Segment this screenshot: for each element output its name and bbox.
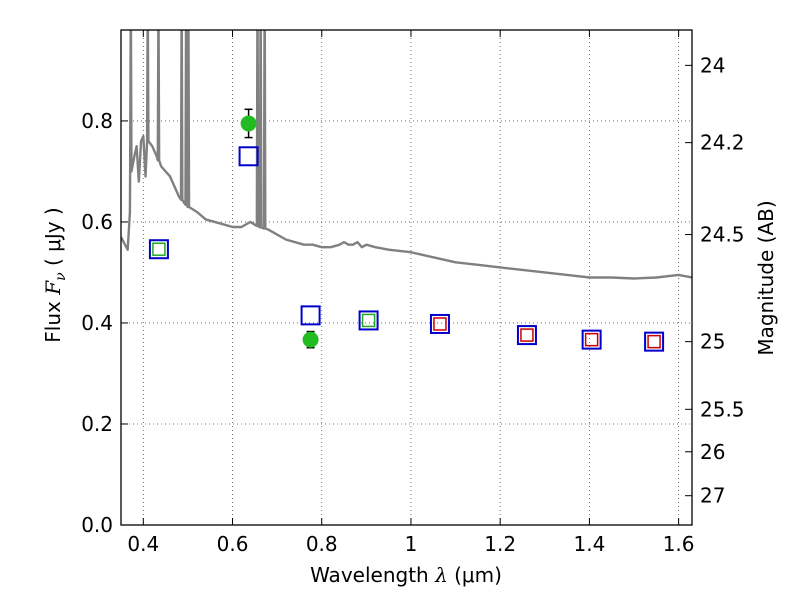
y2-tick-label: 26 (700, 440, 725, 464)
blue-square-marker (644, 331, 665, 352)
green-square-marker (361, 313, 376, 328)
y-axis-label: Flux Fν ( μJy ) (41, 207, 69, 342)
x-tick-label: 0.6 (217, 532, 249, 556)
blue-square-marker (238, 146, 259, 167)
blue-square-marker (148, 239, 169, 260)
y-tick-label: 0.8 (81, 109, 113, 133)
red-square-marker (647, 334, 661, 349)
plot-frame (120, 29, 693, 526)
blue-square-marker (516, 325, 537, 346)
x-tick-label: 1 (405, 532, 418, 556)
x-tick-label: 1.6 (663, 532, 695, 556)
y2-tick-label: 24.2 (700, 131, 745, 155)
x-axis-label: Wavelength λ (μm) (310, 563, 502, 587)
x-tick-label: 0.8 (306, 532, 338, 556)
y2-tick-label: 25.5 (700, 397, 745, 421)
observed-point (240, 115, 257, 132)
y2-tick-label: 24.5 (700, 223, 745, 247)
red-square-marker (433, 317, 447, 331)
y-tick-label: 0.4 (81, 311, 113, 335)
tick-layer: 0.4 0.6 0.8 1 1.2 1.4 1.6 0.0 0.2 0.4 0.6 0.8 24 24.2… (81, 30, 745, 556)
model-spectrum-line (121, 30, 692, 280)
blue-square-marker (429, 313, 450, 334)
x-tick-label: 0.4 (127, 532, 159, 556)
y2-axis-label: Magnitude (AB) (754, 200, 778, 355)
y-tick-label: 0.6 (81, 210, 113, 234)
red-square-marker (520, 328, 534, 342)
model-spectrum-layer (121, 30, 692, 280)
y2-tick-label: 24 (700, 53, 725, 77)
blue-square-marker (581, 329, 602, 350)
x-tick-label: 1.2 (484, 532, 516, 556)
observed-point (302, 331, 319, 348)
y2-tick-label: 25 (700, 330, 725, 354)
x-tick-label: 1.4 (573, 532, 605, 556)
grid-layer (121, 30, 692, 526)
blue-square-marker (358, 310, 379, 331)
red-square-marker (584, 332, 599, 347)
marker-layer (148, 108, 665, 352)
y2-tick-label: 27 (700, 484, 725, 508)
y-tick-label: 0.0 (81, 513, 113, 537)
y-tick-label: 0.2 (81, 412, 113, 436)
green-square-marker (152, 242, 166, 256)
blue-square-marker (300, 305, 321, 326)
